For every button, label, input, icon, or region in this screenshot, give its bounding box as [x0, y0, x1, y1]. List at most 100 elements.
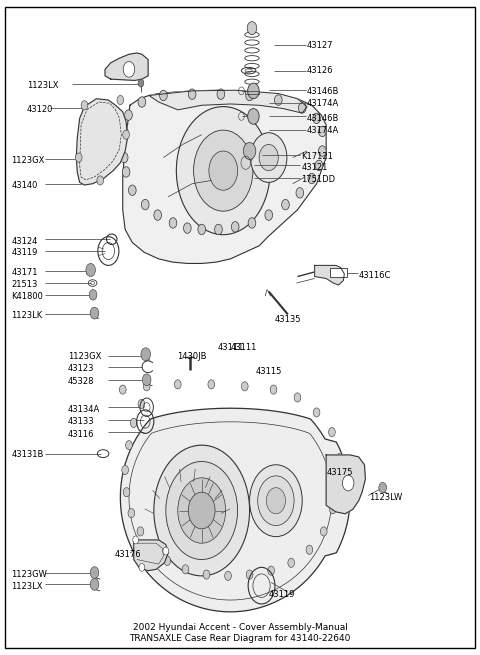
Text: 43133: 43133 — [68, 417, 95, 426]
Polygon shape — [134, 540, 168, 571]
Circle shape — [86, 263, 96, 276]
Text: 43116: 43116 — [68, 430, 94, 439]
Text: 43115: 43115 — [255, 367, 282, 377]
Polygon shape — [123, 90, 326, 263]
Text: K17121: K17121 — [301, 152, 333, 160]
Circle shape — [141, 348, 151, 361]
Circle shape — [176, 107, 270, 234]
Circle shape — [328, 428, 335, 437]
Circle shape — [342, 476, 354, 491]
Polygon shape — [245, 91, 259, 94]
Circle shape — [313, 408, 320, 417]
Circle shape — [188, 492, 215, 529]
Circle shape — [128, 508, 135, 517]
Bar — [330, 268, 347, 277]
Circle shape — [248, 83, 259, 99]
Circle shape — [117, 96, 124, 105]
Circle shape — [131, 419, 137, 428]
Circle shape — [137, 527, 144, 536]
Circle shape — [188, 89, 196, 100]
Text: 43116C: 43116C — [359, 271, 391, 280]
Circle shape — [248, 109, 259, 124]
Circle shape — [142, 199, 149, 210]
Circle shape — [258, 476, 294, 525]
Text: 43146B: 43146B — [307, 87, 339, 96]
Circle shape — [120, 385, 126, 394]
Circle shape — [217, 89, 225, 100]
Circle shape — [308, 174, 316, 183]
Circle shape — [138, 97, 146, 107]
Text: 43123: 43123 — [68, 364, 94, 373]
Circle shape — [126, 441, 132, 450]
Circle shape — [89, 290, 97, 300]
Circle shape — [250, 465, 302, 536]
Text: 43175: 43175 — [326, 468, 353, 477]
Circle shape — [138, 79, 144, 87]
Text: 43126: 43126 — [307, 66, 334, 75]
Text: K41800: K41800 — [11, 291, 43, 301]
Circle shape — [154, 210, 161, 220]
Circle shape — [299, 103, 306, 113]
Circle shape — [166, 462, 238, 559]
Text: 1751DD: 1751DD — [301, 175, 336, 183]
Text: 2002 Hyundai Accent - Cover Assembly-Manual
TRANSAXLE Case Rear Diagram for 4314: 2002 Hyundai Accent - Cover Assembly-Man… — [129, 623, 351, 643]
Text: 43121: 43121 — [301, 163, 328, 172]
Circle shape — [251, 133, 287, 182]
Text: 43111: 43111 — [230, 343, 257, 352]
Circle shape — [163, 547, 168, 555]
Circle shape — [90, 307, 99, 319]
Text: 45328: 45328 — [68, 377, 94, 386]
Circle shape — [379, 482, 386, 493]
Circle shape — [198, 224, 205, 234]
Circle shape — [288, 558, 295, 567]
Circle shape — [296, 187, 304, 198]
Circle shape — [246, 90, 253, 101]
Circle shape — [208, 380, 215, 389]
Circle shape — [122, 167, 130, 177]
Circle shape — [246, 570, 253, 579]
Circle shape — [123, 130, 130, 140]
Circle shape — [215, 224, 222, 234]
Circle shape — [149, 543, 156, 552]
Circle shape — [133, 536, 139, 544]
Text: 43119: 43119 — [11, 248, 37, 257]
Circle shape — [193, 130, 253, 211]
Text: 1123GW: 1123GW — [11, 570, 47, 579]
Circle shape — [120, 153, 128, 163]
Text: 43134A: 43134A — [68, 405, 100, 414]
Polygon shape — [315, 265, 344, 285]
Circle shape — [90, 567, 99, 578]
Text: 43171: 43171 — [11, 268, 38, 277]
Circle shape — [209, 151, 238, 190]
Polygon shape — [149, 90, 307, 113]
Circle shape — [306, 545, 313, 554]
Circle shape — [266, 487, 286, 514]
Circle shape — [270, 385, 277, 394]
Text: 43140: 43140 — [11, 181, 37, 189]
Circle shape — [154, 445, 250, 576]
Circle shape — [335, 481, 342, 490]
Circle shape — [313, 113, 321, 124]
Text: 43176: 43176 — [115, 550, 141, 559]
Text: 43146B: 43146B — [307, 114, 339, 123]
Text: 1123LX: 1123LX — [27, 81, 59, 90]
Text: 43174A: 43174A — [307, 99, 339, 108]
Circle shape — [225, 571, 231, 580]
Text: 1123GX: 1123GX — [68, 352, 101, 362]
Circle shape — [268, 566, 275, 575]
Circle shape — [120, 126, 128, 137]
Circle shape — [139, 563, 145, 571]
Circle shape — [319, 146, 326, 157]
Circle shape — [125, 110, 132, 121]
Text: 43174A: 43174A — [307, 126, 339, 135]
Circle shape — [282, 199, 289, 210]
Circle shape — [122, 466, 129, 475]
Circle shape — [178, 478, 226, 543]
Circle shape — [294, 393, 301, 402]
Text: 43120: 43120 — [27, 105, 53, 115]
Circle shape — [275, 95, 282, 105]
Circle shape — [174, 380, 181, 389]
Circle shape — [129, 185, 136, 195]
Circle shape — [203, 570, 210, 579]
Circle shape — [143, 374, 151, 386]
